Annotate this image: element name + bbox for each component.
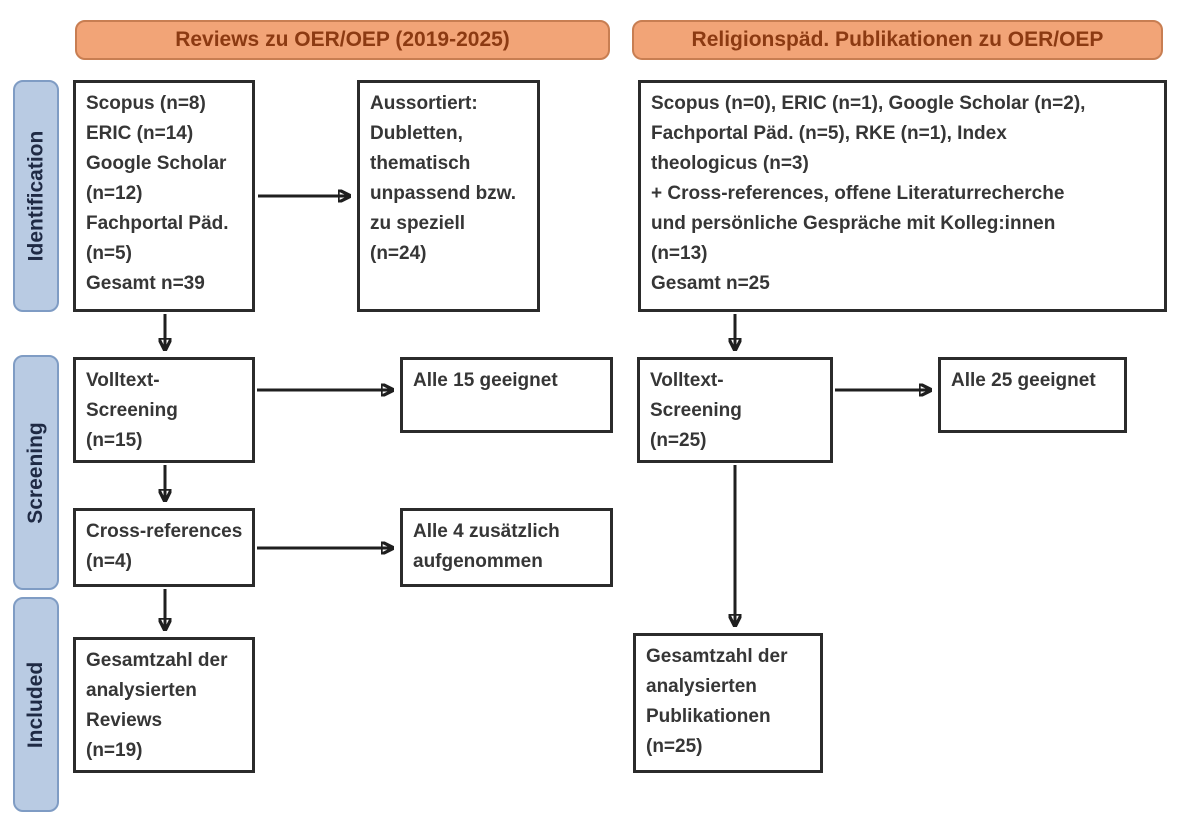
stage-label-identification-text: Identification [24, 130, 48, 262]
stage-label-screening: Screening [13, 355, 59, 590]
box-line: (n=24) [370, 243, 427, 264]
box-line: Alle 25 geeignet [951, 370, 1096, 391]
box-line: und persönliche Gespräche mit Kolleg:inn… [651, 213, 1056, 234]
box-line: Gesamt n=39 [86, 273, 205, 294]
box-line: (n=19) [86, 740, 143, 761]
box-line: (n=12) [86, 183, 143, 204]
box-right-included-total: Gesamtzahl der analysierten Publikatione… [633, 633, 823, 773]
stage-label-included-text: Included [24, 661, 47, 748]
box-left-sources: Scopus (n=8) ERIC (n=14) Google Scholar … [73, 80, 255, 312]
box-line: Screening [86, 400, 178, 421]
box-line: (n=25) [650, 430, 707, 451]
box-left-excluded: Aussortiert: Dubletten, thematisch unpas… [357, 80, 540, 312]
box-line: thematisch [370, 153, 471, 174]
box-line: Dubletten, [370, 123, 463, 144]
box-line: Volltext- [650, 370, 724, 391]
box-line: Gesamt n=25 [651, 273, 770, 294]
box-line: (n=13) [651, 243, 708, 264]
box-line: theologicus (n=3) [651, 153, 809, 174]
stage-label-screening-text: Screening [24, 421, 48, 524]
header-left-column: Reviews zu OER/OEP (2019-2025) [75, 20, 610, 60]
box-line: (n=4) [86, 551, 132, 572]
box-left-fulltext-result: Alle 15 geeignet [400, 357, 613, 433]
box-right-fulltext-screening: Volltext- Screening (n=25) [637, 357, 833, 463]
box-left-fulltext-screening: Volltext- Screening (n=15) [73, 357, 255, 463]
box-line: Aussortiert: [370, 93, 478, 114]
box-left-included-total: Gesamtzahl der analysierten Reviews (n=1… [73, 637, 255, 773]
box-line: + Cross-references, offene Literaturrech… [651, 183, 1065, 204]
box-line: Alle 4 zusätzlich [413, 521, 560, 542]
box-line: zu speziell [370, 213, 466, 234]
box-line: Gesamtzahl der [86, 650, 228, 671]
box-line: analysierten [86, 680, 197, 701]
box-line: Google Scholar [86, 153, 227, 174]
stage-label-identification: Identification [13, 80, 59, 312]
box-left-crossref: Cross-references (n=4) [73, 508, 255, 587]
box-line: Fachportal Päd. (n=5), RKE (n=1), Index [651, 123, 1007, 144]
box-right-sources: Scopus (n=0), ERIC (n=1), Google Scholar… [638, 80, 1167, 312]
box-line: Publikationen [646, 706, 771, 727]
box-line: (n=15) [86, 430, 143, 451]
box-line: Scopus (n=0), ERIC (n=1), Google Scholar… [651, 93, 1086, 114]
box-line: aufgenommen [413, 551, 543, 572]
box-line: Reviews [86, 710, 163, 731]
box-line: Screening [650, 400, 742, 421]
stage-label-included: Included [13, 597, 59, 812]
box-line: Volltext- [86, 370, 160, 391]
box-line: analysierten [646, 676, 757, 697]
box-line: (n=25) [646, 736, 703, 757]
box-line: (n=5) [86, 243, 132, 264]
box-line: Fachportal Päd. [86, 213, 229, 234]
header-right-column: Religionspäd. Publikationen zu OER/OEP [632, 20, 1163, 60]
box-line: ERIC (n=14) [86, 123, 194, 144]
box-line: Gesamtzahl der [646, 646, 788, 667]
box-line: Scopus (n=8) [86, 93, 206, 114]
box-left-crossref-result: Alle 4 zusätzlich aufgenommen [400, 508, 613, 587]
box-line: Alle 15 geeignet [413, 370, 558, 391]
box-right-fulltext-result: Alle 25 geeignet [938, 357, 1127, 433]
box-line: unpassend bzw. [370, 183, 517, 204]
box-line: Cross-references [86, 521, 243, 542]
